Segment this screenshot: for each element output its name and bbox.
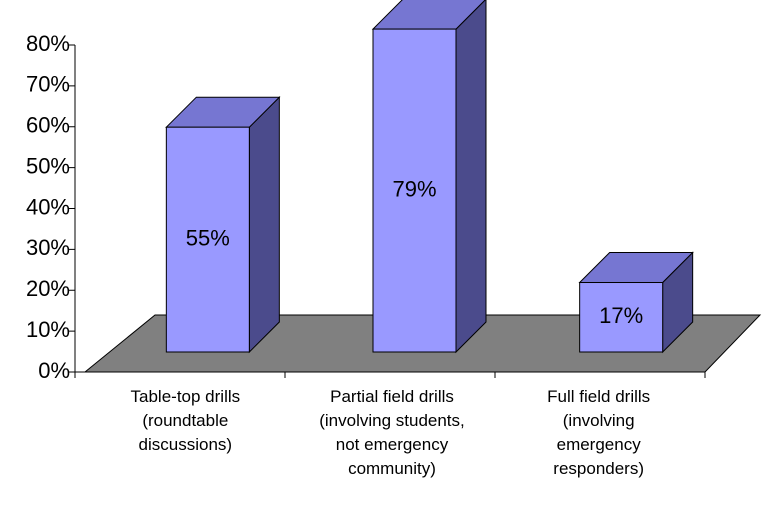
x-tick-label-line: (involving students, [319, 411, 465, 430]
data-label: 55% [186, 225, 230, 250]
bar-side [455, 0, 487, 354]
y-tick-label: 70% [26, 72, 70, 97]
y-tick-label: 50% [26, 153, 70, 178]
bar [165, 126, 250, 353]
x-tick-label-line: (involving [563, 411, 635, 430]
data-label: 17% [599, 303, 643, 328]
x-tick-label-line: community) [348, 459, 436, 478]
x-tick-label: Table-top drills (roundtable discussions) [131, 387, 241, 454]
y-tick-label: 0% [38, 358, 70, 383]
y-tick-label: 30% [26, 235, 70, 260]
x-tick-label-line: Table-top drills [131, 387, 241, 406]
y-tick-label: 60% [26, 113, 70, 138]
x-tick-label-line: discussions) [139, 435, 233, 454]
x-tick-label-line: not emergency [336, 435, 449, 454]
x-tick-label-line: Partial field drills [330, 387, 454, 406]
x-tick-label: Partial field drills (involving students,… [319, 387, 465, 478]
y-tick-label: 80% [26, 31, 70, 56]
data-label: 79% [392, 176, 436, 201]
y-tick-label: 40% [26, 194, 70, 219]
x-tick-label-line: Full field drills [547, 387, 650, 406]
bar [372, 28, 457, 353]
y-tick-label: 20% [26, 276, 70, 301]
y-tick-label: 10% [26, 317, 70, 342]
bar [579, 282, 664, 353]
bar-side [248, 95, 280, 354]
x-tick-label-line: emergency [557, 435, 642, 454]
x-tick-label-line: responders) [553, 459, 644, 478]
x-tick-label-line: (roundtable [142, 411, 228, 430]
x-tick-label: Full field drills (involving emergency resp… [547, 387, 650, 478]
